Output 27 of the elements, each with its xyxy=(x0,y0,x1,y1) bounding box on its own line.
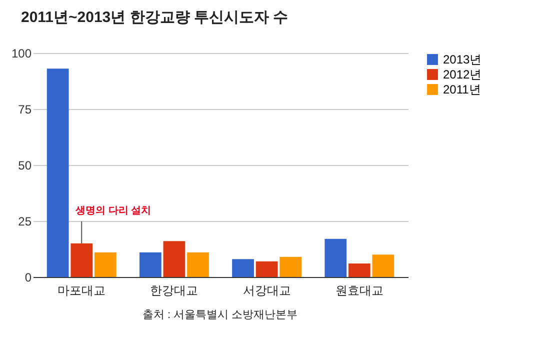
source-note: 출처 : 서울특별시 소방재난본부 xyxy=(142,309,298,321)
y-tick-label: 100 xyxy=(11,46,32,60)
x-tick-label: 마포대교 xyxy=(58,284,106,298)
bar xyxy=(70,243,93,277)
bar xyxy=(46,68,69,277)
bar xyxy=(348,264,370,277)
legend-label: 2012년 xyxy=(443,68,482,82)
chart-title: 2011년~2013년 한강교량 투신시도자 수 xyxy=(20,9,288,26)
bar xyxy=(139,252,162,277)
y-tick-label: 0 xyxy=(24,270,32,284)
bar xyxy=(163,241,186,277)
y-tick-label: 75 xyxy=(18,102,32,116)
legend-label: 2011년 xyxy=(443,82,481,96)
y-tick-label: 25 xyxy=(18,214,32,228)
x-tick-label: 서강대교 xyxy=(242,284,291,298)
bar xyxy=(232,259,254,277)
y-tick-label: 50 xyxy=(18,158,32,172)
bar xyxy=(94,252,116,277)
bar xyxy=(372,254,394,277)
bar xyxy=(280,256,302,277)
bar xyxy=(324,238,347,277)
bar xyxy=(187,252,209,277)
x-tick-label: 원효대교 xyxy=(335,284,384,298)
legend-label: 2013년 xyxy=(443,52,482,66)
annotation: 생명의 다리 설치 xyxy=(74,205,152,216)
x-tick-label: 한강대교 xyxy=(150,284,198,298)
bar xyxy=(256,261,278,277)
